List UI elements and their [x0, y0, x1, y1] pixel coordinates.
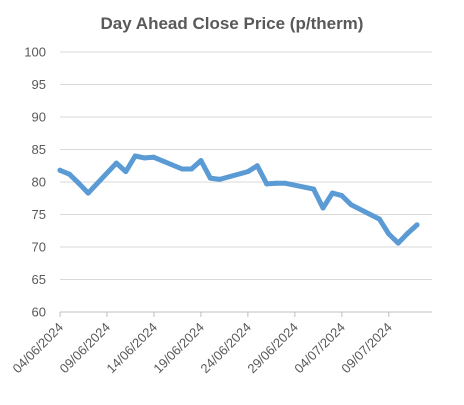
- data-point: [85, 190, 91, 196]
- y-tick-label: 65: [32, 272, 46, 287]
- data-point: [329, 190, 335, 196]
- data-point: [113, 160, 119, 166]
- series-line: [57, 153, 420, 246]
- data-point: [142, 155, 148, 161]
- data-point: [189, 166, 195, 172]
- data-point: [76, 180, 82, 186]
- data-point: [376, 216, 382, 222]
- series-layer: [57, 153, 420, 246]
- data-point: [132, 153, 138, 159]
- y-axis-labels: 60 65 70 75 80 85 90 95 100: [24, 45, 46, 320]
- x-tick-label: 09/07/2024: [338, 320, 395, 377]
- data-point: [179, 166, 185, 172]
- y-tick-label: 80: [32, 175, 46, 190]
- data-point: [264, 181, 270, 187]
- data-point: [395, 240, 401, 246]
- y-tick-label: 90: [32, 110, 46, 125]
- data-point: [57, 167, 63, 173]
- data-point: [123, 169, 129, 175]
- y-tick-label: 60: [32, 305, 46, 320]
- y-tick-label: 85: [32, 142, 46, 157]
- data-point: [245, 169, 251, 175]
- y-tick-label: 95: [32, 77, 46, 92]
- x-axis: [59, 311, 432, 317]
- data-point: [320, 205, 326, 211]
- y-tick-label: 70: [32, 240, 46, 255]
- data-point: [405, 230, 411, 236]
- data-point: [386, 231, 392, 237]
- data-point: [414, 222, 420, 228]
- data-point: [254, 163, 260, 169]
- chart-title: Day Ahead Close Price (p/therm): [100, 14, 364, 33]
- data-point: [273, 180, 279, 186]
- y-tick-label: 75: [32, 207, 46, 222]
- data-point: [198, 158, 204, 164]
- data-point: [339, 193, 345, 199]
- data-point: [207, 175, 213, 181]
- data-point: [348, 202, 354, 208]
- data-point: [311, 186, 317, 192]
- y-tick-label: 100: [24, 45, 46, 60]
- data-point: [66, 171, 72, 177]
- data-point: [282, 180, 288, 186]
- x-axis-labels: 04/06/202409/06/202414/06/202419/06/2024…: [9, 320, 394, 377]
- data-point: [217, 176, 223, 182]
- data-point: [151, 154, 157, 160]
